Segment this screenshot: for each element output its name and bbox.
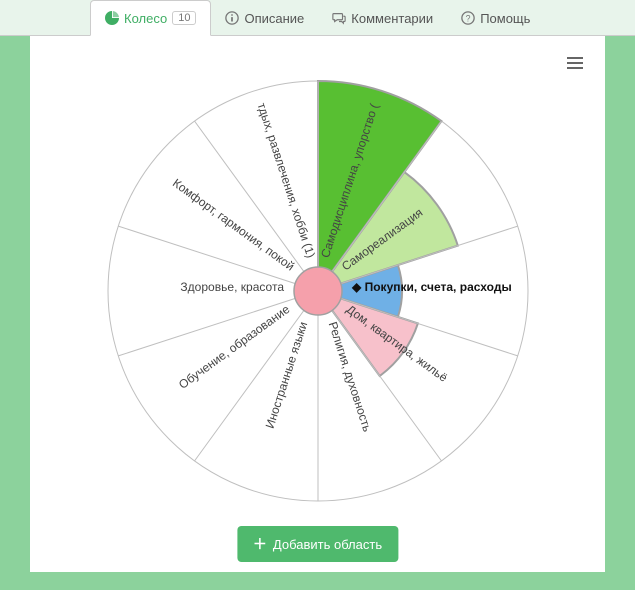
add-area-button[interactable]: ＋ Добавить область — [237, 526, 398, 562]
chart-panel: ◆ Покупки, счета, расходы (1)Дом, кварти… — [30, 36, 605, 572]
svg-text:Здоровье, красота: Здоровье, красота — [180, 280, 284, 294]
tab-help-label: Помощь — [480, 11, 530, 26]
info-icon — [225, 11, 239, 25]
tab-wheel-badge: 10 — [172, 11, 196, 25]
help-icon: ? — [461, 11, 475, 25]
plus-icon: ＋ — [253, 534, 267, 554]
svg-text:?: ? — [466, 14, 471, 24]
tab-help[interactable]: ? Помощь — [447, 0, 544, 36]
tab-comments-label: Комментарии — [351, 11, 433, 26]
tabs-bar: Колесо 10 Описание Комментарии ? Помощь — [0, 0, 635, 36]
tab-description[interactable]: Описание — [211, 0, 318, 36]
tab-description-label: Описание — [244, 11, 304, 26]
tab-wheel[interactable]: Колесо 10 — [90, 0, 211, 36]
tab-wheel-label: Колесо — [124, 11, 167, 26]
tab-comments[interactable]: Комментарии — [318, 0, 447, 36]
pie-icon — [105, 11, 119, 25]
add-area-label: Добавить область — [273, 537, 382, 552]
wheel-chart: ◆ Покупки, счета, расходы (1)Дом, кварти… — [30, 66, 605, 526]
comments-icon — [332, 11, 346, 25]
